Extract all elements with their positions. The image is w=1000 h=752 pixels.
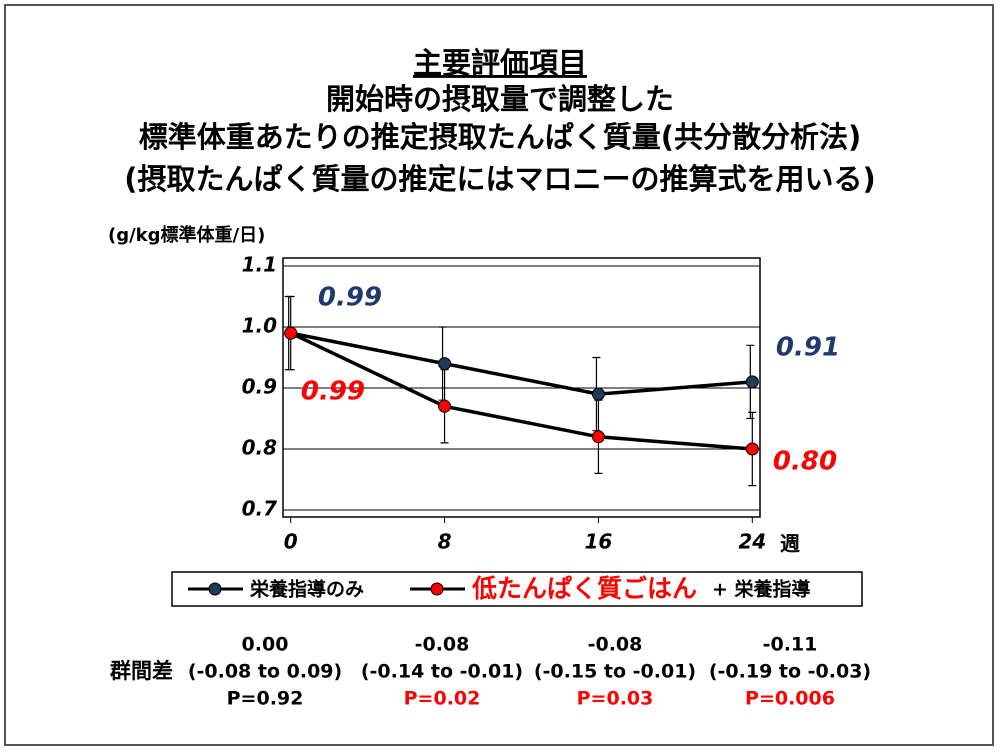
- p-value: P=0.92: [227, 688, 304, 710]
- y-axis-label: (g/kg標準体重/日): [108, 224, 265, 246]
- y-tick-label: 0.9: [242, 375, 278, 399]
- diff: -0.11: [763, 634, 818, 656]
- value-label: 0.99: [318, 283, 382, 313]
- diff: -0.08: [588, 634, 643, 656]
- series-line: [290, 331, 753, 396]
- diff: 0.00: [242, 634, 289, 656]
- y-tick-label: 1.0: [242, 314, 278, 338]
- legend-label: 栄養指導のみ: [249, 578, 364, 601]
- ci: (-0.19 to -0.03): [709, 661, 871, 683]
- chart-title: (摂取たんぱく質量の推定にはマロニーの推算式を用いる): [124, 162, 876, 196]
- chart-title: 標準体重あたりの推定摂取たんぱく質量(共分散分析法): [139, 120, 862, 154]
- p-value: P=0.006: [745, 688, 835, 710]
- legend-marker: [430, 582, 444, 596]
- legend-box: [171, 571, 863, 607]
- y-tick-label: 0.8: [242, 436, 278, 460]
- x-tick-label: 8: [438, 530, 452, 554]
- marker: [284, 326, 298, 340]
- value-label: 0.99: [301, 377, 365, 407]
- group-difference-label: 群間差: [110, 659, 173, 683]
- marker: [591, 387, 605, 401]
- chart-title: 開始時の摂取量で調整した: [326, 82, 674, 116]
- value-label: 0.80: [773, 447, 837, 477]
- p-value: P=0.02: [404, 688, 481, 710]
- diff: -0.08: [415, 634, 470, 656]
- marker: [438, 399, 452, 413]
- legend-label: 低たんぱく質ごはん: [471, 574, 697, 603]
- ci: (-0.08 to 0.09): [188, 661, 342, 683]
- ci: (-0.15 to -0.01): [534, 661, 696, 683]
- marker: [745, 375, 759, 389]
- marker: [591, 430, 605, 444]
- y-tick-label: 0.7: [242, 497, 278, 521]
- x-tick-label: 0: [284, 530, 298, 554]
- legend-note: + 栄養指導: [712, 578, 811, 601]
- marker: [438, 357, 452, 371]
- x-tick-label: 24: [738, 530, 766, 554]
- value-label: 0.91: [776, 333, 840, 363]
- x-axis-label: 週: [780, 532, 800, 556]
- p-value: P=0.03: [577, 688, 654, 710]
- marker: [745, 442, 759, 456]
- legend-marker: [208, 582, 222, 596]
- series-line: [289, 331, 753, 451]
- ci: (-0.14 to -0.01): [361, 661, 523, 683]
- y-tick-label: 1.1: [242, 253, 277, 277]
- x-tick-label: 16: [585, 530, 613, 554]
- chart-title: 主要評価項目: [413, 46, 587, 80]
